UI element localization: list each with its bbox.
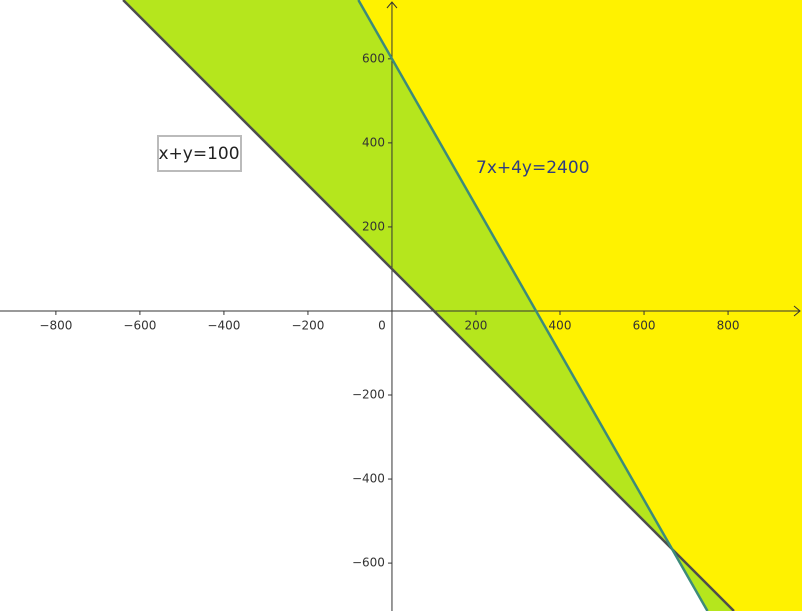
boundary-line (357, 0, 709, 611)
y-tick-label: −400 (352, 472, 385, 486)
x-tick-label: −600 (123, 318, 156, 332)
line-label: 7x+4y=2400 (476, 158, 590, 178)
y-tick-label: 200 (362, 219, 385, 233)
x-tick-label: 200 (465, 318, 488, 332)
y-tick-label: 600 (362, 51, 385, 65)
x-tick-label: −800 (39, 318, 72, 332)
y-tick-label: −600 (352, 556, 385, 570)
axis-arrow (386, 1, 398, 9)
y-tick-label: −200 (352, 388, 385, 402)
line-label: x+y=100 (158, 144, 239, 164)
axis-arrow (793, 305, 801, 317)
x-tick-label: 400 (549, 318, 572, 332)
label-box (157, 135, 242, 172)
x-tick-label: −400 (207, 318, 240, 332)
region (358, 0, 802, 611)
boundary-line (122, 0, 735, 611)
y-tick-label: 400 (362, 135, 385, 149)
x-tick-label: 600 (633, 318, 656, 332)
x-tick-label: 800 (717, 318, 740, 332)
x-tick-label: 0 (378, 318, 386, 332)
x-tick-label: −200 (291, 318, 324, 332)
